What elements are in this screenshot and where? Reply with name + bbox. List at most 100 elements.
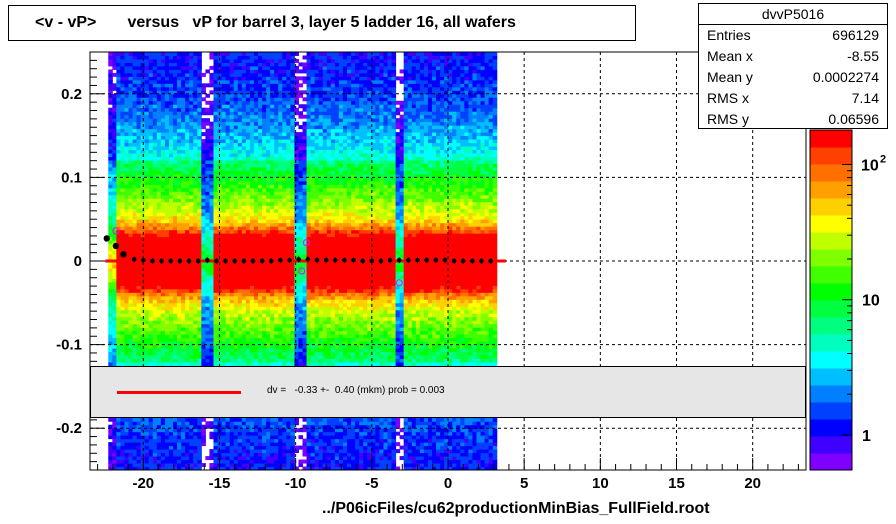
- heatmap-cell: [249, 445, 255, 450]
- heatmap-cell: [160, 79, 166, 84]
- heatmap-cell: [132, 351, 138, 356]
- heatmap-cell: [120, 309, 125, 314]
- heatmap-cell: [225, 107, 231, 112]
- heatmap-cell: [193, 132, 198, 137]
- heatmap-cell: [258, 313, 263, 318]
- heatmap-cell: [197, 442, 202, 447]
- heatmap-cell: [221, 184, 227, 189]
- heatmap-cell: [213, 456, 219, 461]
- heatmap-cell: [217, 191, 223, 196]
- heatmap-cell: [221, 330, 227, 335]
- heatmap-cell: [274, 240, 279, 245]
- heatmap-cell: [173, 278, 178, 283]
- heatmap-cell: [253, 438, 259, 443]
- heatmap-cell: [128, 247, 134, 252]
- heatmap-cell: [221, 125, 227, 130]
- heatmap-cell: [181, 254, 186, 259]
- heatmap-cell: [274, 198, 279, 203]
- heatmap-cell: [221, 452, 227, 457]
- heatmap-cell: [253, 229, 259, 234]
- heatmap-cell: [241, 323, 247, 328]
- heatmap-cell: [189, 86, 194, 91]
- heatmap-cell: [266, 295, 271, 300]
- heatmap-cell: [221, 222, 227, 227]
- heatmap-cell: [164, 100, 170, 105]
- heatmap-cell: [152, 191, 158, 196]
- heatmap-cell: [177, 139, 182, 144]
- heatmap-cell: [152, 240, 158, 245]
- heatmap-cell: [136, 355, 142, 360]
- heatmap-cell: [270, 226, 275, 231]
- heatmap-cell: [241, 459, 247, 464]
- heatmap-cell: [148, 97, 154, 102]
- heatmap-cell: [112, 438, 117, 443]
- heatmap-cell: [128, 348, 134, 353]
- heatmap-cell: [173, 132, 178, 137]
- heatmap-cell: [221, 323, 227, 328]
- heatmap-cell: [128, 142, 134, 147]
- heatmap-cell: [249, 438, 255, 443]
- heatmap-cell: [124, 184, 130, 189]
- heatmap-cell: [164, 316, 170, 321]
- heatmap-cell: [253, 55, 259, 60]
- heatmap-cell: [148, 215, 154, 220]
- heatmap-cell: [258, 299, 263, 304]
- heatmap-cell: [253, 456, 259, 461]
- heatmap-cell: [270, 128, 275, 133]
- heatmap-cell: [197, 254, 202, 259]
- heatmap-cell: [177, 254, 182, 259]
- heatmap-cell: [229, 274, 235, 279]
- heatmap-cell: [201, 139, 206, 144]
- heatmap-cell: [164, 337, 170, 342]
- heatmap-cell: [164, 348, 170, 353]
- heatmap-cell: [144, 166, 150, 171]
- heatmap-cell: [213, 187, 219, 192]
- heatmap-cell: [112, 267, 117, 272]
- heatmap-cell: [270, 163, 275, 168]
- heatmap-cell: [177, 344, 182, 349]
- heatmap-cell: [140, 125, 146, 130]
- heatmap-cell: [160, 362, 166, 366]
- heatmap-cell: [205, 222, 210, 227]
- heatmap-cell: [197, 330, 202, 335]
- heatmap-cell: [253, 240, 259, 245]
- heatmap-cell: [124, 142, 130, 147]
- heatmap-cell: [132, 142, 138, 147]
- heatmap-cell: [245, 442, 251, 447]
- heatmap-cell: [185, 173, 190, 178]
- heatmap-cell: [262, 261, 267, 265]
- heatmap-cell: [217, 431, 223, 436]
- heatmap-cell: [185, 229, 190, 234]
- heatmap-cell: [274, 212, 279, 217]
- heatmap-cell: [189, 170, 194, 175]
- heatmap-cell: [164, 132, 170, 137]
- heatmap-cell: [116, 247, 121, 252]
- heatmap-cell: [209, 421, 214, 426]
- heatmap-cell: [168, 302, 174, 307]
- heatmap-cell: [185, 302, 190, 307]
- heatmap-cell: [120, 156, 125, 161]
- heatmap-cell: [258, 344, 263, 349]
- heatmap-cell: [160, 65, 166, 70]
- heatmap-cell: [124, 421, 130, 426]
- heatmap-cell: [144, 132, 150, 137]
- heatmap-cell: [233, 142, 239, 147]
- heatmap-cell: [253, 83, 259, 88]
- heatmap-cell: [189, 417, 194, 422]
- heatmap-cell: [262, 177, 267, 182]
- heatmap-cell: [116, 302, 121, 307]
- heatmap-cell: [173, 344, 178, 349]
- heatmap-cell: [241, 156, 247, 161]
- heatmap-cell: [112, 271, 117, 276]
- heatmap-cell: [116, 431, 121, 436]
- heatmap-cell: [189, 125, 194, 130]
- heatmap-cell: [112, 334, 117, 339]
- heatmap-cell: [116, 93, 121, 98]
- heatmap-cell: [124, 215, 130, 220]
- heatmap-cell: [221, 281, 227, 286]
- heatmap-cell: [189, 344, 194, 349]
- heatmap-cell: [266, 132, 271, 137]
- heatmap-cell: [197, 250, 202, 255]
- heatmap-cell: [225, 139, 231, 144]
- heatmap-cell: [229, 149, 235, 154]
